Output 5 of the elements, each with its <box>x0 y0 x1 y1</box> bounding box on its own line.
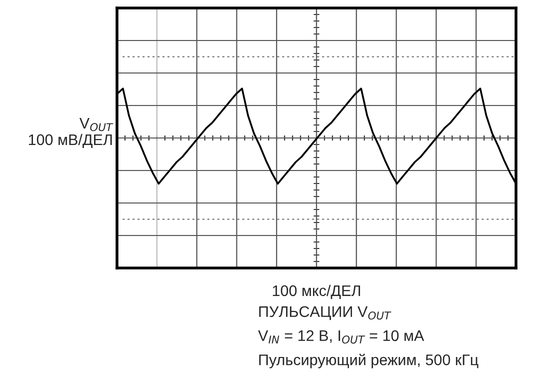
x-axis-title: 100 мкс/ДЕЛ <box>272 284 360 300</box>
text: V$_{IN}$ = 12 В, I$_{OUT}$ = 10 мА <box>258 330 424 344</box>
y-axis-title: V$_{OUT}$ 100 мВ/ДЕЛ <box>28 118 114 148</box>
text: ПУЛЬСАЦИИ V$_{OUT}$ <box>259 306 392 320</box>
text: Пульсирующий режим, 500 кГц <box>259 354 478 368</box>
